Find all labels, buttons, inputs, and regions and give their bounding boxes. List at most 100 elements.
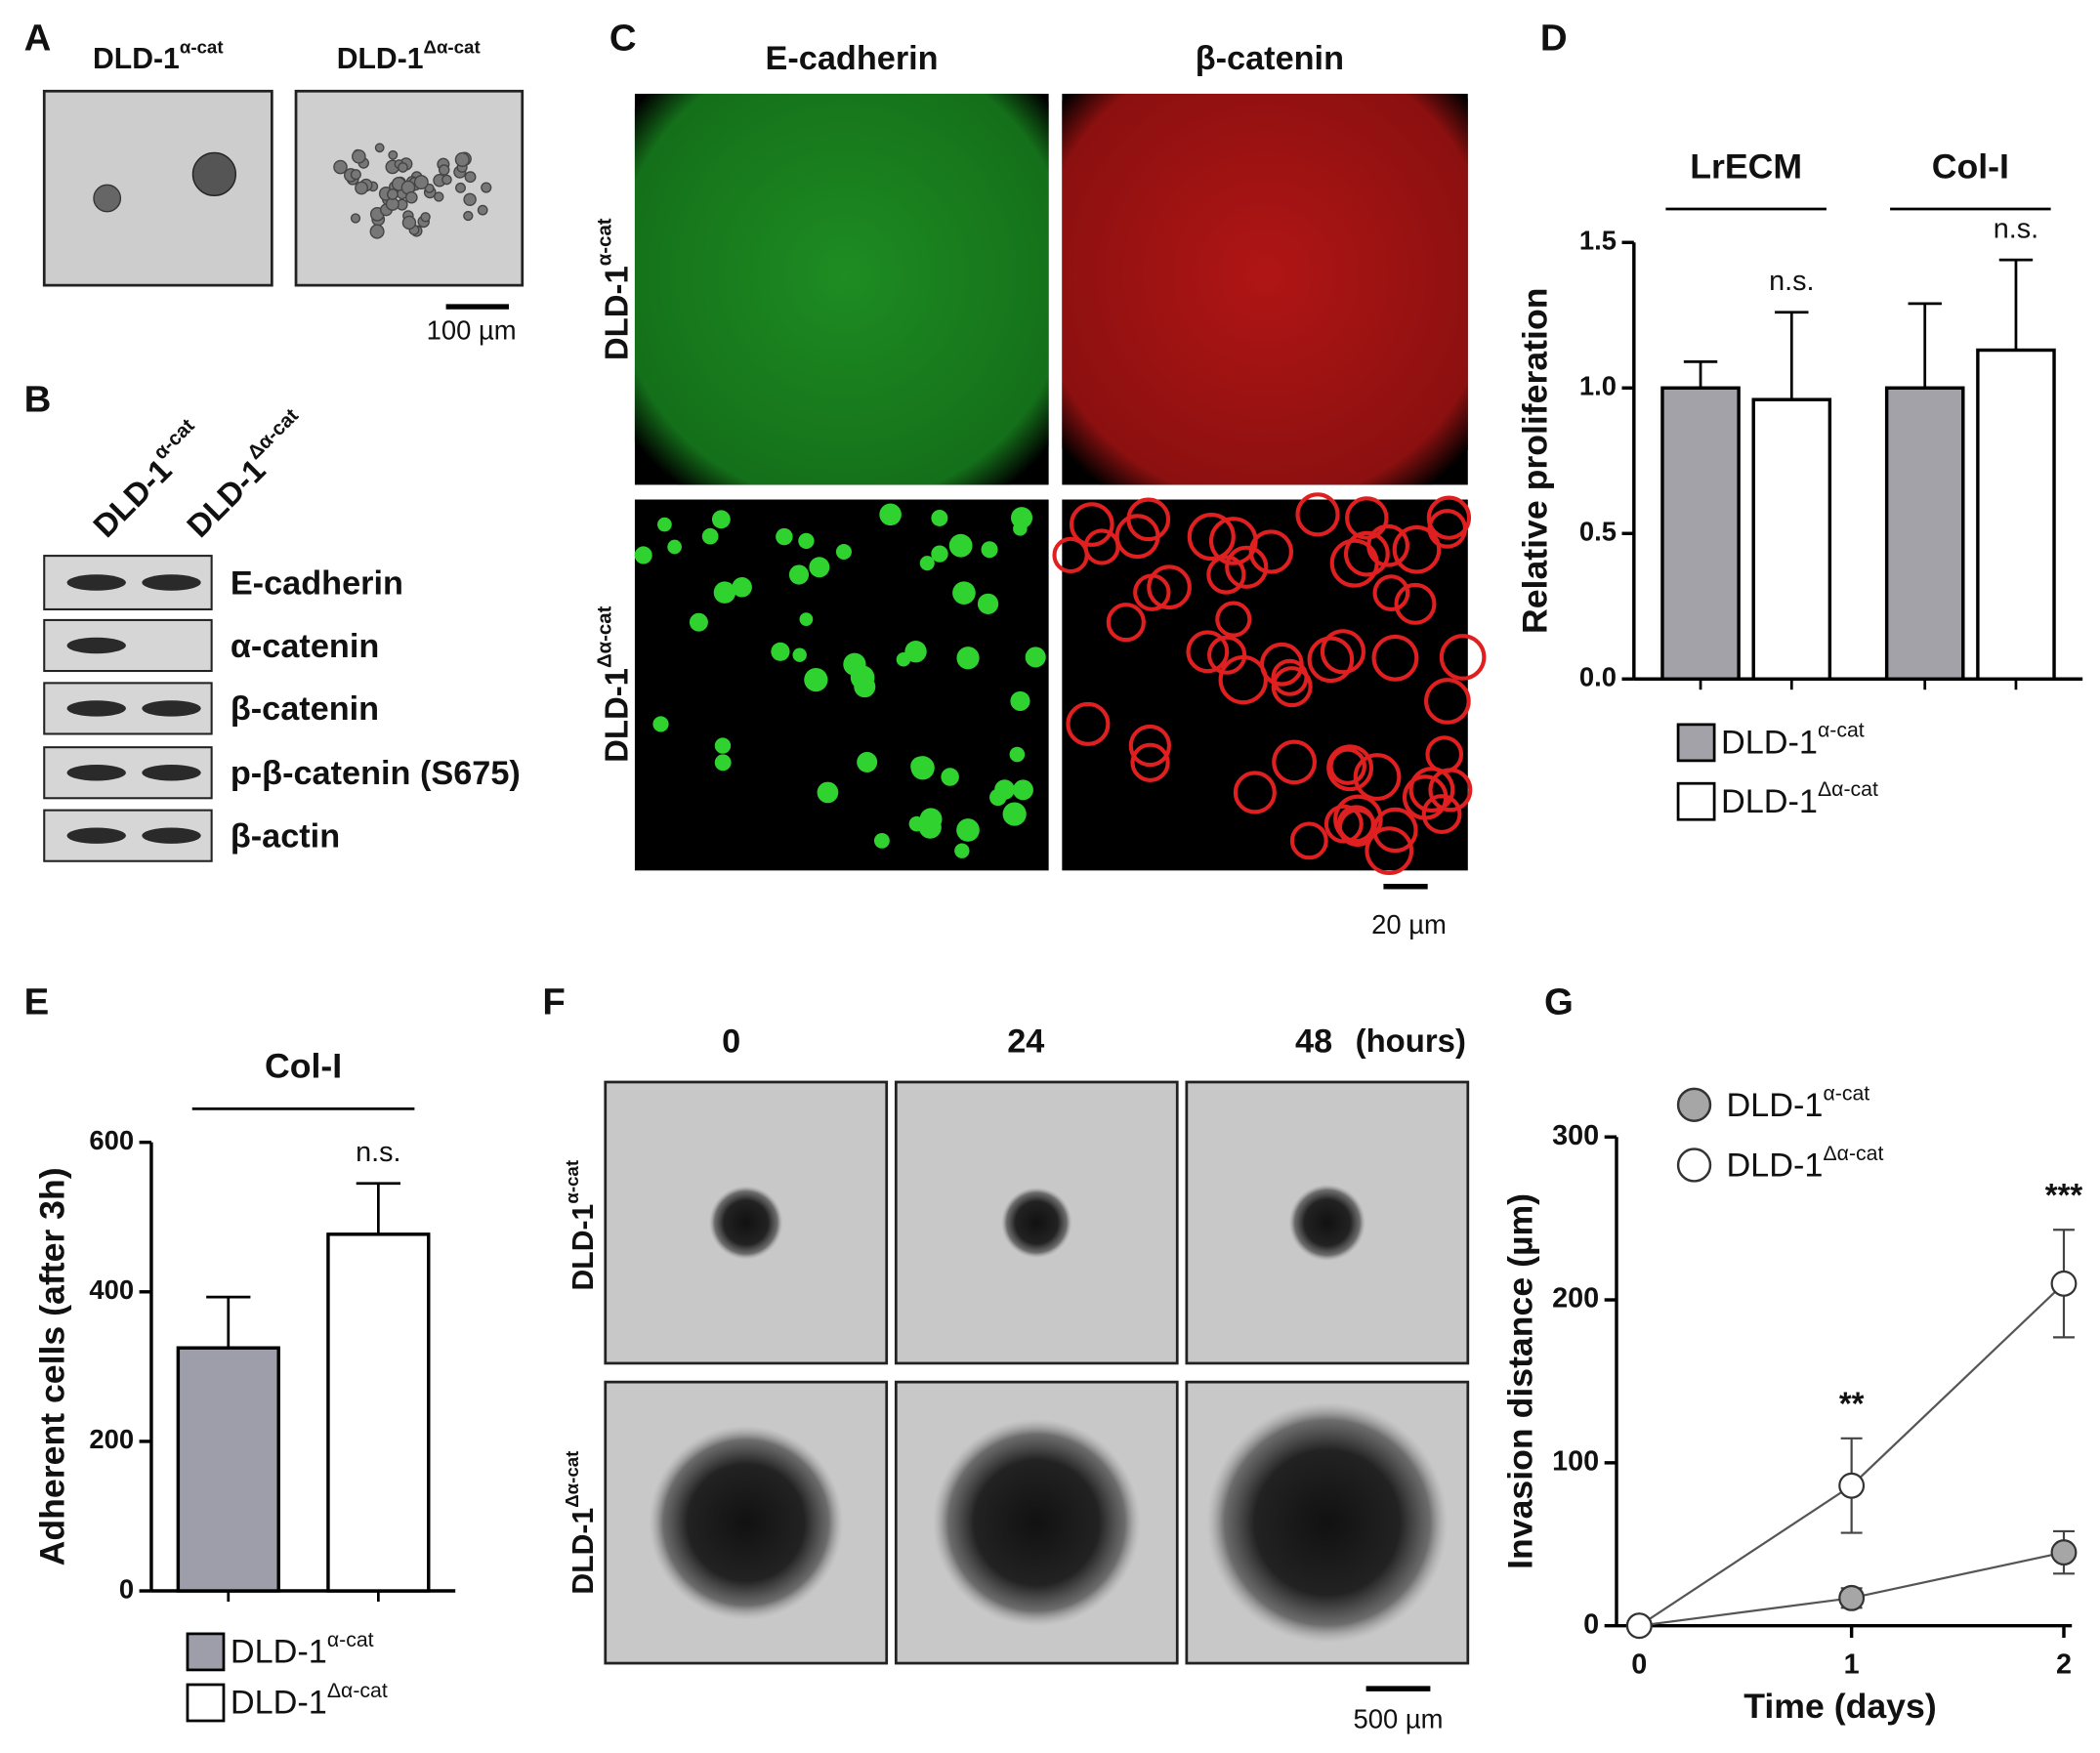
label: 500 µm bbox=[1354, 1703, 1444, 1733]
cell bbox=[1106, 603, 1146, 643]
cell bbox=[948, 533, 973, 558]
cell bbox=[817, 781, 839, 804]
bar bbox=[1660, 386, 1741, 681]
label-superscript: α-cat bbox=[595, 218, 616, 266]
cell bbox=[931, 509, 948, 526]
cell bbox=[1353, 753, 1402, 801]
spheroid bbox=[933, 1418, 1141, 1627]
bar bbox=[326, 1232, 431, 1593]
label: 100 µm bbox=[427, 314, 517, 345]
cell bbox=[701, 527, 719, 545]
cell bbox=[1187, 513, 1236, 562]
legend-marker bbox=[1676, 1087, 1712, 1122]
panel-label: G bbox=[1544, 981, 1574, 1023]
point bbox=[1838, 1472, 1866, 1499]
spheroid-stain bbox=[1062, 94, 1468, 485]
cell bbox=[714, 754, 732, 772]
cell bbox=[634, 546, 652, 564]
lane-label: DLD-1Δα-cat bbox=[177, 405, 315, 544]
category-label: Col-I bbox=[1932, 146, 2009, 186]
legend-label: DLD-1α-cat bbox=[231, 1627, 374, 1670]
spheroid bbox=[649, 1425, 844, 1620]
cell bbox=[1289, 821, 1328, 860]
cell bbox=[1426, 495, 1472, 540]
cell bbox=[919, 556, 935, 571]
cell bbox=[1126, 497, 1171, 542]
cell bbox=[1372, 574, 1410, 612]
label-superscript: Δα-cat bbox=[595, 605, 616, 668]
band bbox=[142, 574, 201, 591]
label-base: DLD-1 bbox=[180, 451, 273, 544]
label-base: DLD-1 bbox=[86, 451, 179, 544]
cell bbox=[843, 652, 866, 676]
band-label: α-catenin bbox=[231, 628, 379, 665]
cell bbox=[387, 188, 399, 200]
label-superscript: Δα-cat bbox=[562, 1451, 582, 1508]
point bbox=[1625, 1612, 1653, 1640]
legend-label: DLD-1α-cat bbox=[1721, 718, 1865, 761]
spheroid bbox=[709, 1186, 783, 1260]
band-label: E-cadherin bbox=[231, 564, 403, 602]
cell bbox=[1025, 647, 1046, 668]
cell bbox=[1371, 634, 1419, 682]
cell bbox=[1343, 530, 1390, 577]
label: DLD-1α-cat bbox=[93, 37, 224, 75]
cell bbox=[398, 162, 408, 173]
label-superscript: Δα-cat bbox=[244, 405, 304, 465]
cell bbox=[809, 557, 830, 578]
band-label: p-β-catenin (S675) bbox=[231, 755, 521, 792]
cell bbox=[1186, 630, 1230, 674]
category-label: LrECM bbox=[1690, 146, 1802, 186]
cell bbox=[1225, 545, 1269, 589]
cell bbox=[455, 182, 466, 193]
cell bbox=[857, 751, 878, 772]
y-tick-label: 0.0 bbox=[1579, 662, 1617, 692]
label: DLD-1Δα-cat bbox=[595, 605, 634, 763]
label-superscript: α-cat bbox=[180, 37, 224, 58]
cell bbox=[771, 642, 790, 661]
label-base: DLD-1 bbox=[231, 1634, 327, 1671]
bar bbox=[1976, 348, 2056, 681]
cell bbox=[1365, 826, 1414, 876]
y-tick-label: 0 bbox=[119, 1573, 134, 1604]
label-superscript: α-cat bbox=[327, 1627, 374, 1650]
cell bbox=[931, 545, 948, 563]
bar bbox=[176, 1346, 280, 1593]
legend-swatch bbox=[186, 1632, 226, 1672]
annotation: n.s. bbox=[1994, 214, 2038, 245]
cell bbox=[1130, 742, 1170, 782]
cell bbox=[1272, 739, 1317, 785]
point bbox=[1838, 1584, 1866, 1611]
label: DLD-1Δα-cat bbox=[337, 37, 481, 75]
cell bbox=[956, 647, 980, 670]
bar bbox=[1751, 397, 1832, 681]
label-base: DLD-1 bbox=[93, 43, 180, 75]
legend-label: DLD-1Δα-cat bbox=[231, 1678, 388, 1721]
legend-marker bbox=[1676, 1148, 1712, 1183]
cell bbox=[441, 174, 452, 186]
cell bbox=[1002, 802, 1027, 826]
label-base: DLD-1 bbox=[567, 1204, 600, 1291]
cell bbox=[1066, 701, 1111, 746]
label: 48 bbox=[1295, 1023, 1332, 1060]
y-tick-label: 300 bbox=[1552, 1120, 1599, 1151]
cell bbox=[873, 832, 890, 849]
cell bbox=[798, 532, 815, 550]
cell bbox=[1439, 634, 1487, 681]
cell bbox=[434, 191, 444, 202]
label: 20 µm bbox=[1371, 909, 1447, 939]
label-base: DLD-1 bbox=[598, 266, 634, 360]
image-a1 bbox=[42, 89, 273, 287]
label-base: DLD-1 bbox=[337, 43, 424, 75]
x-tick-label: 2 bbox=[2056, 1649, 2072, 1680]
label-superscript: α-cat bbox=[1818, 718, 1865, 741]
cell bbox=[1012, 779, 1033, 801]
cell bbox=[941, 768, 959, 786]
label: β-catenin bbox=[1196, 40, 1344, 77]
cell bbox=[420, 212, 431, 223]
cell bbox=[350, 213, 361, 224]
cell bbox=[1394, 582, 1437, 625]
cell bbox=[952, 581, 976, 605]
annotation: n.s. bbox=[1769, 266, 1814, 297]
cell bbox=[910, 756, 931, 776]
